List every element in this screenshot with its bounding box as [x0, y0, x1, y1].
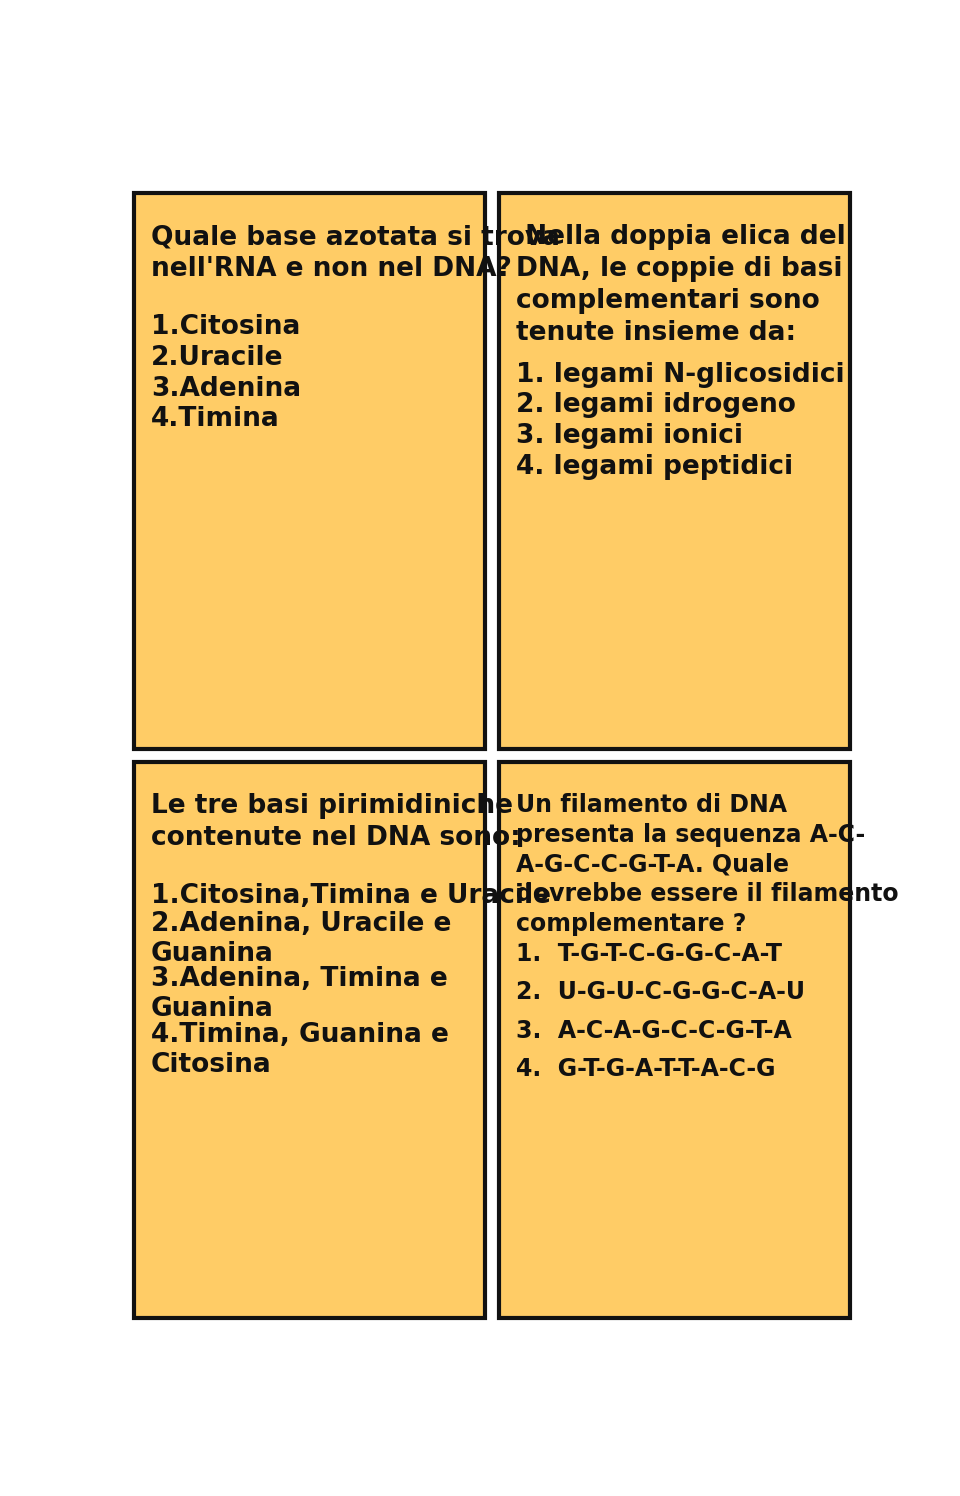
- Text: 3.Adenina, Timina e
Guanina: 3.Adenina, Timina e Guanina: [151, 966, 447, 1022]
- Text: 2.Uracile: 2.Uracile: [151, 346, 283, 371]
- Text: Quale base azotata si trova
nell'RNA e non nel DNA?: Quale base azotata si trova nell'RNA e n…: [151, 224, 560, 283]
- Text: 3. legami ionici: 3. legami ionici: [516, 423, 743, 449]
- Text: 1.  T-G-T-C-G-G-C-A-T: 1. T-G-T-C-G-G-C-A-T: [516, 942, 782, 966]
- Text: 4. legami peptidici: 4. legami peptidici: [516, 453, 793, 480]
- Text: 4.Timina, Guanina e
Citosina: 4.Timina, Guanina e Citosina: [151, 1022, 449, 1077]
- Text: 2.Adenina, Uracile e
Guanina: 2.Adenina, Uracile e Guanina: [151, 911, 451, 966]
- FancyBboxPatch shape: [499, 193, 850, 748]
- Text: 3.Adenina: 3.Adenina: [151, 375, 301, 402]
- Text: 3.  A-C-A-G-C-C-G-T-A: 3. A-C-A-G-C-C-G-T-A: [516, 1019, 792, 1043]
- Text: 4.  G-T-G-A-T-T-A-C-G: 4. G-T-G-A-T-T-A-C-G: [516, 1058, 776, 1082]
- Text: 2.  U-G-U-C-G-G-C-A-U: 2. U-G-U-C-G-G-C-A-U: [516, 980, 805, 1004]
- Text: Nella doppia elica del
DNA, le coppie di basi
complementari sono
tenute insieme : Nella doppia elica del DNA, le coppie di…: [516, 224, 846, 346]
- Text: 4.Timina: 4.Timina: [151, 407, 279, 432]
- Text: 1.Citosina,Timina e Uracile: 1.Citosina,Timina e Uracile: [151, 883, 551, 910]
- FancyBboxPatch shape: [134, 763, 485, 1318]
- Text: 1. legami N-glicosidici: 1. legami N-glicosidici: [516, 362, 845, 387]
- Text: Le tre basi pirimidiniche
contenute nel DNA sono:: Le tre basi pirimidiniche contenute nel …: [151, 793, 520, 851]
- Text: 2. legami idrogeno: 2. legami idrogeno: [516, 392, 796, 419]
- FancyBboxPatch shape: [134, 193, 485, 748]
- Text: 1.Citosina: 1.Citosina: [151, 314, 300, 340]
- Text: Un filamento di DNA
presenta la sequenza A-C-
A-G-C-C-G-T-A. Quale
dovrebbe esse: Un filamento di DNA presenta la sequenza…: [516, 793, 899, 936]
- FancyBboxPatch shape: [499, 763, 850, 1318]
